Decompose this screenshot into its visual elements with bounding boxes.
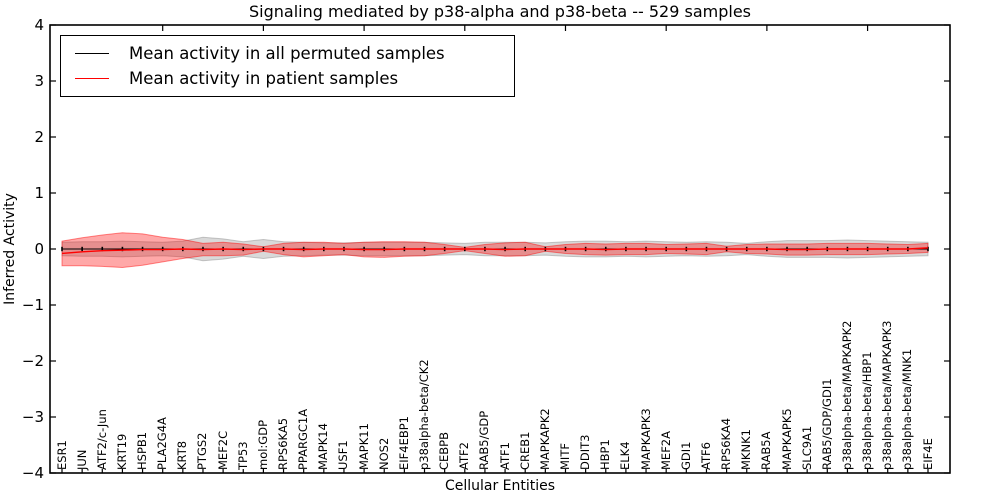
legend-item-patient: Mean activity in patient samples — [75, 69, 514, 88]
x-tick-label: RAB5/GDP — [477, 410, 492, 470]
x-tick-label: RPS6KA4 — [719, 417, 734, 470]
x-tick-label: NOS2 — [376, 437, 391, 470]
legend-label-patient: Mean activity in patient samples — [129, 69, 399, 88]
x-tick-label: p38alpha-beta/MNK1 — [900, 348, 915, 470]
x-tick-label: USF1 — [336, 440, 351, 470]
x-tick-label: EIF4E — [920, 438, 935, 470]
x-tick-label: p38alpha-beta/HBP1 — [860, 351, 875, 470]
x-tick-label: EIF4EBP1 — [396, 416, 411, 470]
x-tick-label: MEF2A — [658, 431, 673, 470]
x-tick-label: SLC9A1 — [799, 425, 814, 470]
y-tick-label: 1 — [34, 184, 44, 202]
x-tick-label: RAB5/GDP/GDI1 — [819, 378, 834, 470]
x-tick-label: MAPKAPK2 — [537, 408, 552, 470]
x-tick-label: RAB5A — [759, 431, 774, 470]
legend-item-permuted: Mean activity in all permuted samples — [75, 44, 514, 63]
x-tick-label: TP53 — [235, 441, 250, 470]
y-tick-label: 4 — [34, 16, 44, 34]
x-tick-label: ATF6 — [698, 442, 713, 470]
axis-ticks — [50, 24, 950, 474]
x-tick-label: PPARGC1A — [296, 408, 311, 470]
x-tick-label: HBP1 — [598, 439, 613, 470]
x-tick-label: JUN — [74, 449, 89, 470]
x-tick-label: CREB1 — [517, 431, 532, 471]
x-tick-label: ESR1 — [54, 440, 69, 470]
x-tick-label: HSPB1 — [135, 431, 150, 470]
x-tick-label: MAPK11 — [356, 423, 371, 470]
x-tick-label: ATF2/c-Jun — [94, 409, 109, 470]
y-tick-label: −3 — [21, 408, 44, 426]
x-tick-label: PLA2G4A — [155, 417, 170, 470]
x-tick-label: PTGS2 — [195, 432, 210, 471]
x-tick-label: MEF2C — [215, 430, 230, 470]
x-tick-label: CEBPB — [437, 431, 452, 470]
legend-label-permuted: Mean activity in all permuted samples — [129, 44, 445, 63]
legend-line-permuted — [75, 53, 109, 54]
x-tick-label: KRT8 — [175, 440, 190, 470]
x-tick-label: MITF — [557, 443, 572, 470]
y-tick-label: −2 — [21, 352, 44, 370]
x-tick-label: MAPKAPK5 — [779, 408, 794, 470]
x-tick-label: GDI1 — [678, 441, 693, 470]
x-tick-label: ATF2 — [457, 442, 472, 470]
x-axis-label: Cellular Entities — [444, 478, 556, 494]
legend: Mean activity in all permuted samples Me… — [60, 35, 515, 97]
patient-std-band — [61, 232, 929, 268]
y-tick-label: −1 — [21, 296, 44, 314]
chart-title: Signaling mediated by p38-alpha and p38-… — [248, 2, 751, 21]
x-tick-label: mol:GDP — [255, 419, 270, 470]
x-tick-label: p38alpha-beta/MAPKAPK2 — [839, 320, 854, 471]
x-tick-label: DDIT3 — [578, 434, 593, 470]
x-tick-label: MKNK1 — [739, 429, 754, 470]
x-tick-label: MAPK14 — [316, 423, 331, 470]
x-tick-label: ELK4 — [618, 441, 633, 470]
x-tick-label: ATF1 — [497, 442, 512, 470]
y-tick-label: 3 — [34, 72, 44, 90]
x-tick-label: KRT19 — [114, 433, 129, 470]
x-tick-label: p38alpha-beta/MAPKAPK3 — [880, 320, 895, 471]
x-tick-label: p38alpha-beta/CK2 — [417, 359, 431, 470]
x-tick-label: MAPKAPK3 — [638, 408, 653, 470]
y-tick-label: 0 — [34, 240, 44, 258]
y-tick-label: −4 — [21, 464, 44, 482]
x-tick-label: RPS6KA5 — [276, 417, 291, 470]
legend-line-patient — [75, 78, 109, 79]
patient-mean-line — [61, 247, 929, 255]
y-tick-label: 2 — [34, 128, 44, 146]
